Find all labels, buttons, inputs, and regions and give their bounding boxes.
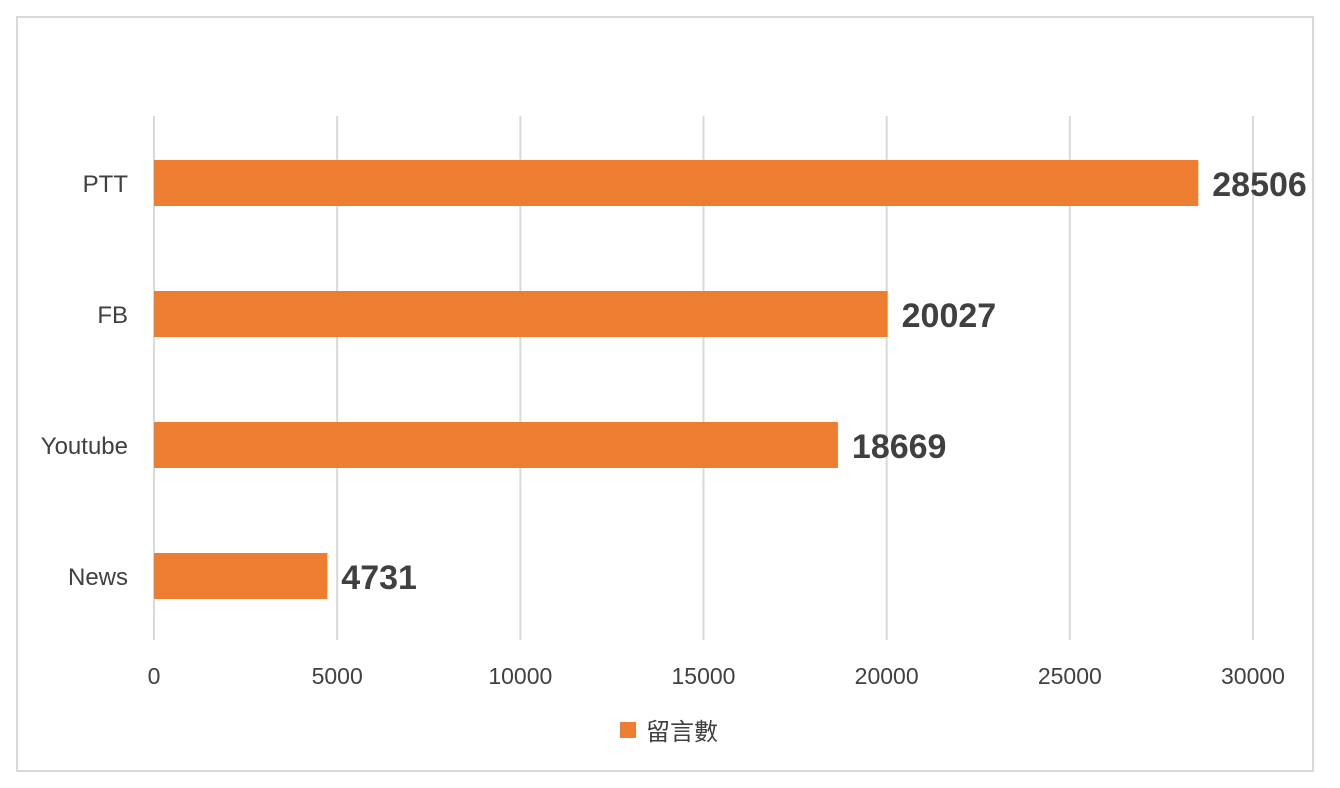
x-tick-label: 20000 [855,663,919,689]
category-labels: PTT FB Youtube News [41,171,129,591]
x-tick-label: 0 [148,663,161,689]
x-tick-label: 30000 [1221,663,1285,689]
data-label: 20027 [902,297,997,335]
category-label: PTT [83,171,129,198]
legend-swatch [620,722,636,738]
category-label: Youtube [41,433,128,460]
chart-frame [16,16,1314,772]
x-tick-label: 25000 [1038,663,1102,689]
bar-ptt [154,160,1199,206]
x-tick-label: 15000 [672,663,736,689]
data-labels: 28506 20027 18669 4731 [341,166,1307,597]
x-tick-label: 10000 [488,663,552,689]
data-label: 18669 [852,428,947,466]
category-label: News [68,564,128,591]
bar-youtube [154,422,838,468]
bar-fb [154,291,888,337]
bar-news [154,553,328,599]
category-label: FB [97,302,128,329]
bars [154,160,1199,599]
legend: 留言數 [620,718,718,746]
legend-label: 留言數 [646,718,718,746]
x-tick-labels: 0 5000 10000 15000 20000 25000 30000 [148,663,1285,689]
x-tick-label: 5000 [312,663,363,689]
data-label: 28506 [1212,166,1307,204]
data-label: 4731 [341,559,417,597]
